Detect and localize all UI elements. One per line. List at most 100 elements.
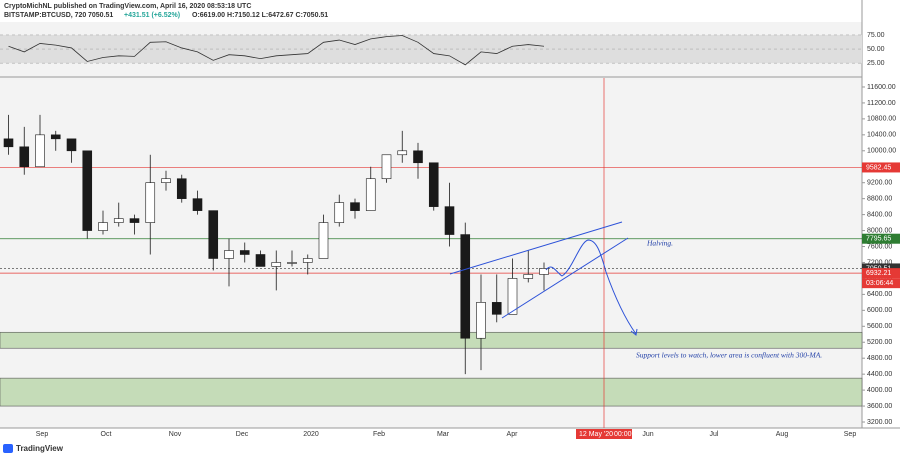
- candle-body: [145, 182, 156, 223]
- y-tick-label: 7600.00: [867, 243, 892, 250]
- level-label: 6932.21: [866, 270, 891, 277]
- y-tick-label: 7200.00: [867, 259, 892, 266]
- candle-body: [397, 150, 408, 156]
- candle-body: [460, 234, 471, 339]
- projection: [545, 239, 637, 335]
- cursor-time: 00:00: [614, 431, 632, 438]
- x-tick-label: Sep: [844, 431, 857, 438]
- level-tag: [862, 233, 900, 244]
- y-tick-label: 3600.00: [867, 403, 892, 410]
- candle-body: [365, 178, 376, 211]
- support-zone: [0, 331, 863, 349]
- candle-body: [3, 138, 14, 148]
- y-tick-label: 3200.00: [867, 419, 892, 426]
- candle-body: [161, 178, 171, 184]
- candle-body: [350, 202, 360, 211]
- candle-body: [334, 202, 345, 223]
- x-tick-label: Dec: [236, 431, 249, 438]
- candle-body: [287, 262, 297, 264]
- support-zone: [0, 377, 863, 407]
- candle-body: [239, 250, 250, 255]
- candle-body: [129, 218, 140, 223]
- rsi-tick-label: 50.00: [867, 46, 885, 53]
- publisher: CryptoMichNL published on TradingView.co…: [4, 3, 251, 10]
- countdown-tag: [862, 278, 900, 289]
- logo: [3, 444, 13, 453]
- rsi-band: [0, 34, 862, 64]
- candle-body: [66, 138, 77, 152]
- y-tick-label: 8000.00: [867, 227, 892, 234]
- last-price: 7050.51: [88, 12, 113, 19]
- candle-body: [428, 162, 439, 207]
- rsi-tick-label: 75.00: [867, 32, 885, 39]
- candle-body: [539, 268, 549, 275]
- symbol: BITSTAMP:BTCUSD, 720: [4, 12, 86, 19]
- candle-body: [50, 134, 61, 140]
- y-tick-label: 9200.00: [867, 180, 892, 187]
- cursor-tag: [576, 429, 632, 439]
- y-tick-label: 4000.00: [867, 387, 892, 394]
- x-tick-label: Oct: [101, 431, 112, 438]
- cursor-date: 12 May '20: [579, 431, 613, 438]
- candle-body: [82, 150, 93, 231]
- y-tick-label: 11200.00: [867, 100, 896, 107]
- drawings: [449, 221, 638, 336]
- candle-body: [255, 254, 266, 267]
- y-tick-label: 4400.00: [867, 371, 892, 378]
- candle-body: [476, 302, 486, 339]
- x-tick-label: Apr: [507, 431, 519, 438]
- candle-body: [523, 274, 534, 279]
- plot-background: [0, 22, 862, 428]
- arrow-head: [630, 328, 638, 336]
- candle-body: [444, 206, 455, 235]
- ohlc: O:6619.00 H:7150.12 L:6472.67 C:7050.51: [192, 12, 328, 19]
- rsi-tick-label: 25.00: [867, 60, 885, 67]
- candle-body: [318, 222, 329, 259]
- main-pane: 11600.00 11200.00 10800.00 10400.00 10000.00…: [0, 32, 900, 439]
- rsi-line: [8, 35, 545, 66]
- trendline: [501, 237, 629, 319]
- x-tick-label: Nov: [169, 431, 182, 438]
- y-tick-label: 6000.00: [867, 307, 892, 314]
- trendline: [449, 221, 623, 275]
- brand: TradingView: [16, 444, 64, 453]
- y-tick-label: 4800.00: [867, 355, 892, 362]
- annotation: Halving.: [646, 239, 673, 248]
- candle-body: [192, 198, 203, 211]
- y-tick-label: 5200.00: [867, 339, 892, 346]
- y-tick-label: 8400.00: [867, 211, 892, 218]
- candle-body: [19, 146, 30, 168]
- candle-body: [507, 278, 518, 315]
- candle-body: [491, 302, 502, 315]
- candle-body: [176, 178, 187, 199]
- y-tick-label: 11600.00: [867, 84, 896, 91]
- countdown: 03:06:44: [866, 280, 893, 287]
- y-tick-label: 8800.00: [867, 195, 892, 202]
- y-tick-label: 10400.00: [867, 132, 896, 139]
- y-tick-label: 10800.00: [867, 116, 896, 123]
- candle-body: [413, 150, 423, 164]
- level-label: 9582.45: [866, 164, 891, 171]
- change: +431.51 (+6.52%): [124, 12, 180, 19]
- candle-body: [98, 222, 108, 231]
- y-tick-label: 6400.00: [867, 291, 892, 298]
- candle-body: [208, 210, 219, 259]
- x-tick-label: Aug: [776, 431, 789, 438]
- candle-body: [224, 250, 234, 259]
- candle-body: [271, 262, 282, 267]
- level-label: 7795.65: [866, 236, 891, 243]
- y-tick-label: 5600.00: [867, 323, 892, 330]
- x-tick-label: Feb: [373, 431, 385, 438]
- x-tick-label: Mar: [437, 431, 450, 438]
- level-tag: [862, 268, 900, 279]
- x-tick-label: Jun: [642, 431, 653, 438]
- candle-body: [35, 134, 45, 168]
- level-tag: [862, 162, 900, 173]
- x-tick-label: 2020: [303, 431, 319, 438]
- candle-body: [302, 258, 313, 263]
- x-tick-label: Sep: [36, 431, 49, 438]
- candle-body: [381, 154, 392, 180]
- y-tick-label: 10000.00: [867, 148, 896, 155]
